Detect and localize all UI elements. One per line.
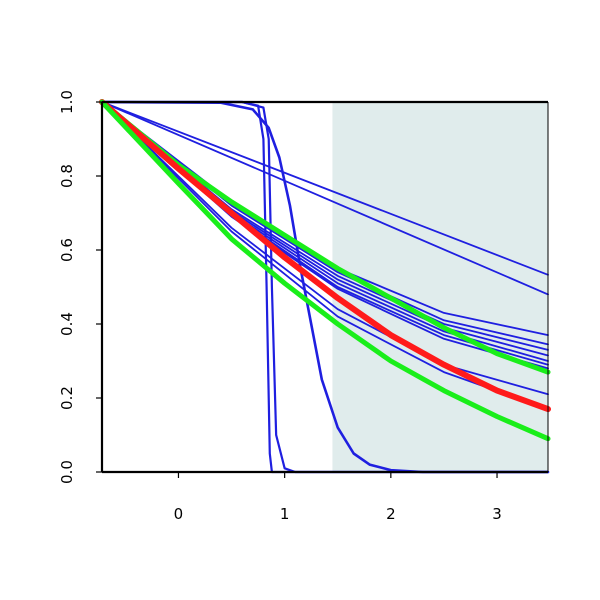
axes	[100, 100, 549, 474]
y-tick-label: 0.8	[58, 164, 76, 188]
shaded-region	[332, 102, 548, 472]
series-line-green-16	[99, 99, 551, 442]
series-line-blue-1	[100, 100, 550, 474]
series-layer	[99, 99, 551, 474]
y-tick-label: 0.4	[58, 312, 76, 336]
y-tick-label: 0.2	[58, 386, 76, 410]
x-tick-label: 1	[280, 505, 290, 523]
tick-labels: 0 1 2 3 0.0 0.2 0.4 0.6 0.8 1.0	[58, 90, 502, 523]
series-line-blue-12	[101, 101, 549, 396]
series-line-blue-4	[101, 101, 549, 296]
shaded-region-layer	[332, 102, 548, 472]
y-tick-label: 0.0	[58, 460, 76, 484]
x-tick-label: 2	[386, 505, 396, 523]
x-tick-label: 0	[174, 505, 184, 523]
y-tick-label: 0.6	[58, 238, 76, 262]
series-line-red-15	[99, 99, 551, 413]
series-line-blue-3	[101, 101, 549, 276]
series-line-blue-2	[100, 100, 550, 474]
x-tick-label: 3	[492, 505, 502, 523]
y-tick-label: 1.0	[58, 90, 76, 114]
series-line-green-14	[99, 99, 551, 375]
